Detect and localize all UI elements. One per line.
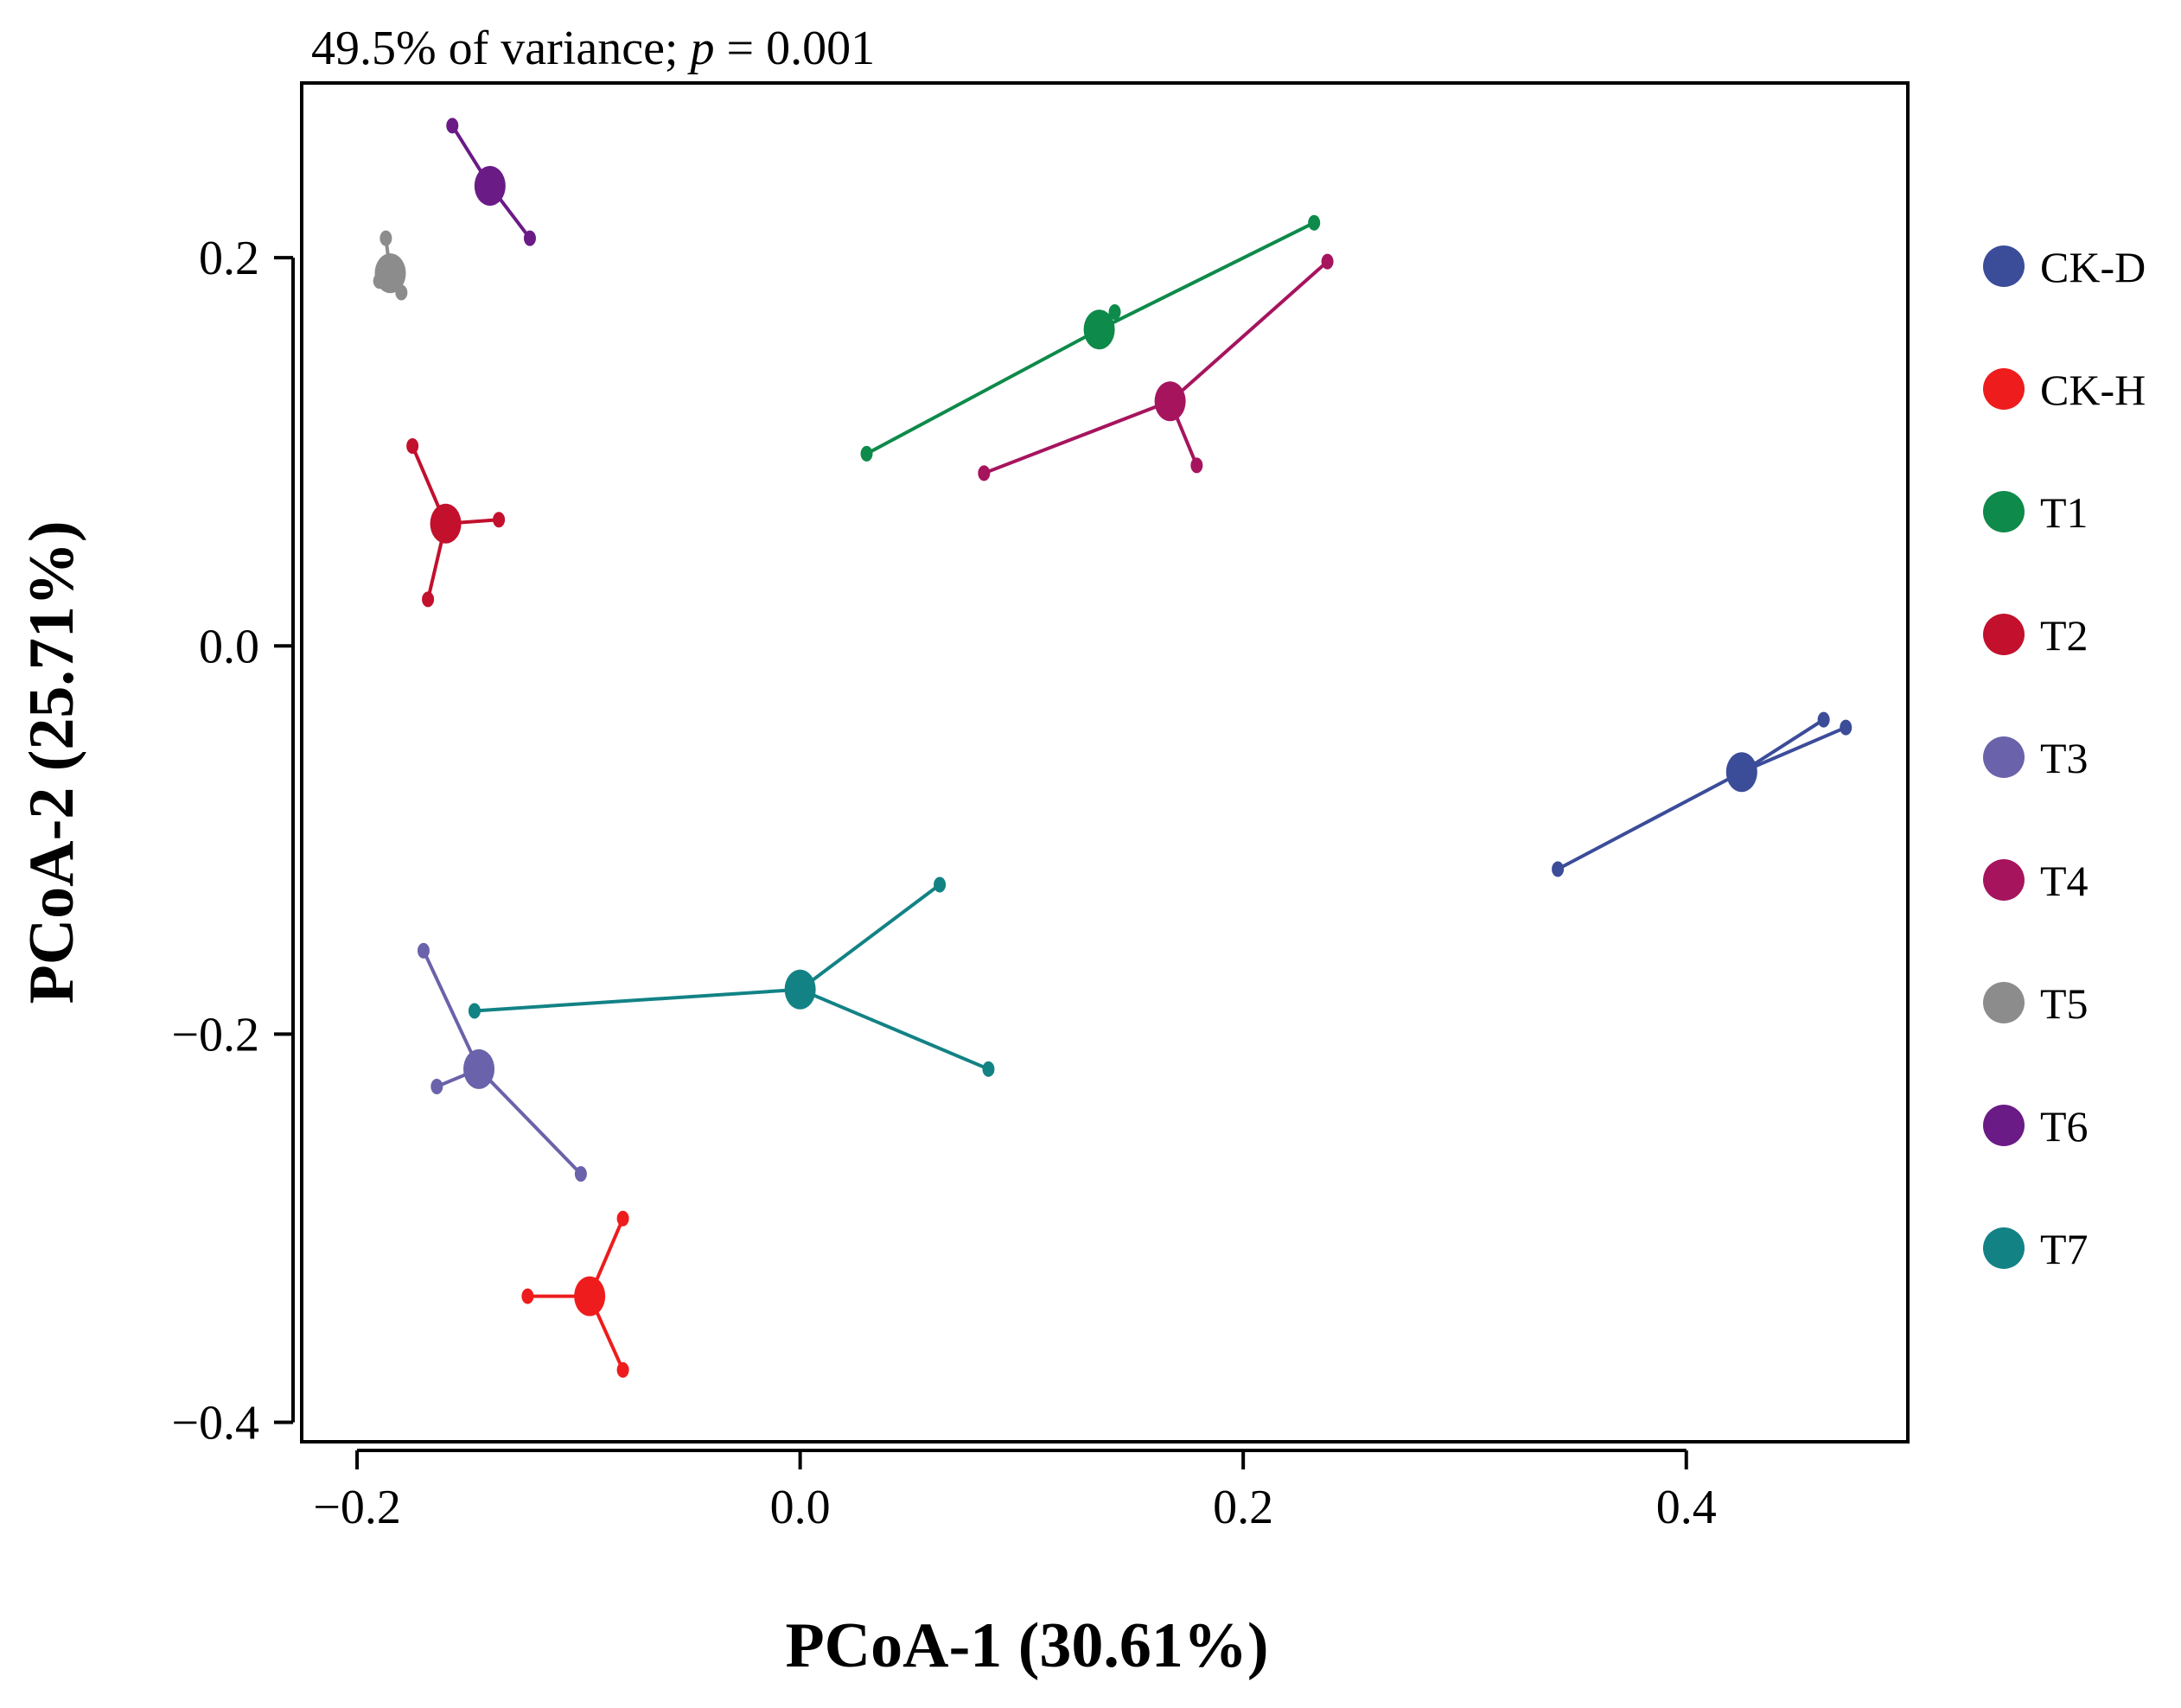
legend-swatch [1983, 368, 2025, 410]
legend-label: T7 [2040, 1225, 2089, 1273]
spider-line [799, 987, 990, 1071]
centroid-point [374, 253, 406, 294]
series-t7 [468, 876, 995, 1077]
legend: CK-D CK-H T1 T2 T3 T4 T5 T6 T7 [1983, 243, 2146, 1273]
series-t3 [417, 942, 587, 1182]
sample-point [934, 876, 947, 893]
sample-point [616, 1361, 629, 1378]
centroid-point [784, 969, 816, 1010]
chart-subtitle: 49.5% of variance; p = 0.001 [311, 22, 875, 75]
sample-point [616, 1210, 629, 1227]
series-t4 [978, 253, 1334, 481]
sample-point [417, 942, 430, 959]
spider-line [799, 883, 941, 991]
legend-item-t2: T2 [1983, 611, 2089, 660]
series-t1 [860, 214, 1321, 462]
sample-point [446, 118, 459, 134]
sample-point [1321, 253, 1334, 270]
x-axis-title: PCoA-1 (30.61%) [785, 1610, 1268, 1681]
centroid-point [463, 1048, 495, 1089]
legend-swatch [1983, 245, 2025, 287]
subtitle-prefix: 49.5% of variance; [311, 22, 690, 75]
sample-point [1190, 457, 1203, 474]
sample-point [468, 1003, 481, 1019]
x-tick-label: −0.2 [313, 1481, 401, 1534]
legend-item-t5: T5 [1983, 979, 2089, 1028]
legend-swatch [1983, 614, 2025, 655]
legend-item-ck-d: CK-D [1983, 243, 2146, 291]
legend-swatch [1983, 1227, 2025, 1269]
y-axis-title: PCoA-2 (25.71%) [16, 520, 87, 1004]
series-t6 [446, 118, 536, 246]
legend-item-t3: T3 [1983, 734, 2089, 782]
x-tick-label: 0.2 [1213, 1481, 1273, 1534]
sample-point [1108, 303, 1121, 320]
legend-item-t7: T7 [1983, 1225, 2089, 1273]
spider-line [477, 1068, 583, 1176]
spider-line [422, 949, 481, 1070]
subtitle-p: p [686, 22, 714, 75]
legend-label: T4 [2040, 857, 2089, 905]
centroid-point [1083, 309, 1115, 350]
series-t5 [373, 230, 408, 301]
legend-label: CK-H [2040, 366, 2146, 414]
series-ck-d [1552, 711, 1853, 877]
y-tick-label: −0.4 [171, 1397, 259, 1450]
spider-line [865, 328, 1100, 456]
centroid-point [430, 503, 462, 544]
series-t2 [406, 437, 506, 608]
legend-label: T6 [2040, 1102, 2089, 1150]
sample-point [574, 1166, 587, 1182]
legend-swatch [1983, 491, 2025, 532]
sample-point [430, 1079, 443, 1095]
x-tick-label: 0.4 [1656, 1481, 1717, 1534]
legend-item-t4: T4 [1983, 857, 2089, 905]
legend-swatch [1983, 736, 2025, 778]
spider-line [1098, 220, 1316, 331]
legend-label: T1 [2040, 488, 2089, 537]
sample-point [406, 437, 419, 454]
legend-label: T3 [2040, 734, 2089, 782]
sample-point [1817, 711, 1830, 728]
sample-point [982, 1061, 995, 1077]
legend-label: T5 [2040, 979, 2089, 1028]
sample-point [493, 512, 506, 528]
sample-point [422, 591, 435, 608]
x-tick-label: 0.0 [770, 1481, 831, 1534]
centroid-point [474, 166, 506, 207]
spider-line [983, 399, 1171, 475]
sample-point [1308, 214, 1321, 231]
sample-point [521, 1288, 534, 1304]
data-layer [373, 118, 1853, 1378]
legend-swatch [1983, 859, 2025, 901]
centroid-point [1725, 752, 1757, 793]
legend-item-t1: T1 [1983, 488, 2089, 537]
centroid-point [574, 1276, 606, 1316]
sample-point [860, 445, 873, 462]
spider-line [1169, 260, 1329, 403]
sample-point [978, 465, 991, 481]
spider-line [1557, 770, 1743, 871]
legend-item-t6: T6 [1983, 1102, 2089, 1150]
series-ck-h [521, 1210, 629, 1378]
y-tick-label: 0.2 [199, 232, 259, 285]
axes: −0.2 0.0 0.2 0.4 −0.4 −0.2 0.0 0.2 [171, 232, 1716, 1534]
centroid-point [1154, 381, 1186, 422]
sample-point [379, 230, 392, 246]
y-tick-label: 0.0 [199, 620, 259, 673]
subtitle-suffix: = 0.001 [714, 22, 875, 75]
y-tick-label: −0.2 [171, 1008, 259, 1061]
legend-label: T2 [2040, 611, 2089, 660]
plot-frame [300, 81, 1910, 1444]
sample-point [1840, 719, 1853, 736]
spider-line [1741, 725, 1847, 774]
sample-point [1552, 861, 1565, 877]
legend-swatch [1983, 982, 2025, 1023]
legend-swatch [1983, 1105, 2025, 1146]
legend-item-ck-h: CK-H [1983, 366, 2146, 414]
sample-point [523, 230, 536, 246]
legend-label: CK-D [2040, 243, 2146, 291]
spider-line [474, 987, 800, 1013]
